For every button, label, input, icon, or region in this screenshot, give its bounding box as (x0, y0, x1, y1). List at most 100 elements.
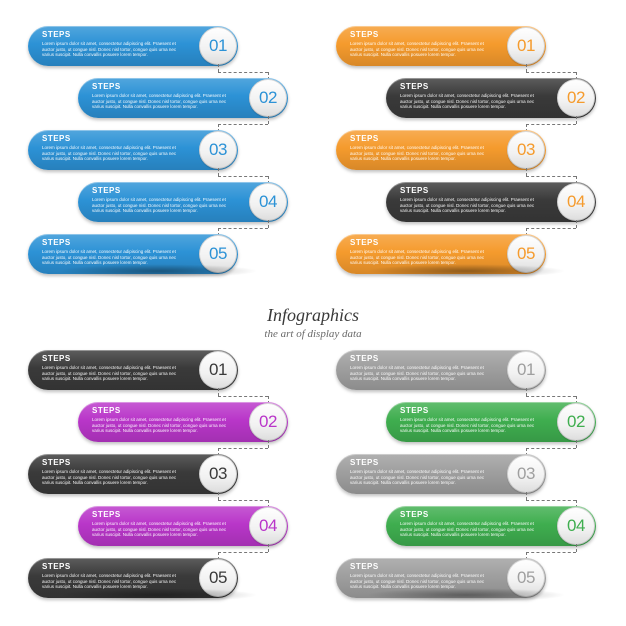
step-badge: 03 (507, 131, 545, 169)
step-lorem: Lorem ipsum dolor sit amet, consectetur … (400, 417, 546, 434)
connector (576, 440, 577, 448)
step-body: STEPSLorem ipsum dolor sit amet, consect… (28, 454, 198, 494)
connector (526, 168, 527, 176)
step-pill: STEPS Lorem ipsum dolor sit amet, consect… (386, 506, 596, 546)
badge-wrap: 05 (506, 558, 546, 598)
step-heading: STEPS (42, 31, 188, 39)
step-number: 04 (259, 516, 277, 536)
step-badge: 04 (249, 507, 287, 545)
step-lorem: Lorem ipsum dolor sit amet, consectetur … (42, 365, 188, 382)
step-heading: STEPS (42, 459, 188, 467)
step-pill: STEPS Lorem ipsum dolor sit amet, consect… (28, 26, 238, 66)
badge-wrap: 05 (198, 234, 238, 274)
badge-wrap: 01 (506, 350, 546, 390)
connector (218, 228, 268, 229)
connector (526, 492, 527, 500)
step-badge: 02 (249, 79, 287, 117)
step-pill: STEPS Lorem ipsum dolor sit amet, consect… (336, 454, 546, 494)
step-pill: STEPSLorem ipsum dolor sit amet, consect… (78, 78, 288, 118)
connector (526, 228, 576, 229)
connector (268, 116, 269, 124)
step-lorem: Lorem ipsum dolor sit amet, consectetur … (42, 573, 188, 590)
step-badge: 05 (199, 235, 237, 273)
badge-wrap: 04 (556, 182, 596, 222)
step-item: STEPSLorem ipsum dolor sit amet, consect… (78, 506, 288, 546)
step-pill: STEPSLorem ipsum dolor sit amet, consect… (78, 506, 288, 546)
step-item: STEPS Lorem ipsum dolor sit amet, consect… (386, 402, 596, 442)
step-item: STEPSLorem ipsum dolor sit amet, consect… (78, 402, 288, 442)
step-body: STEPSLorem ipsum dolor sit amet, consect… (386, 78, 556, 118)
step-item: STEPS Lorem ipsum dolor sit amet, consect… (28, 350, 238, 390)
step-badge: 01 (507, 27, 545, 65)
step-lorem: Lorem ipsum dolor sit amet, consectetur … (400, 521, 546, 538)
step-pill: STEPSLorem ipsum dolor sit amet, consect… (336, 130, 546, 170)
connector (526, 72, 576, 73)
step-heading: STEPS (42, 355, 188, 363)
step-pill: STEPSLorem ipsum dolor sit amet, consect… (386, 182, 596, 222)
step-body: STEPSLorem ipsum dolor sit amet, consect… (336, 350, 506, 390)
step-number: 02 (567, 412, 585, 432)
step-item: STEPSLorem ipsum dolor sit amet, consect… (28, 454, 238, 494)
step-number: 05 (209, 568, 227, 588)
step-pill: STEPSLorem ipsum dolor sit amet, consect… (28, 454, 238, 494)
badge-wrap: 04 (556, 506, 596, 546)
step-body: STEPSLorem ipsum dolor sit amet, consect… (78, 182, 248, 222)
badge-wrap: 02 (556, 402, 596, 442)
step-badge: 03 (507, 455, 545, 493)
step-heading: STEPS (400, 511, 546, 519)
step-item: STEPS Lorem ipsum dolor sit amet, consect… (336, 454, 546, 494)
step-lorem: Lorem ipsum dolor sit amet, consectetur … (42, 41, 188, 58)
step-lorem: Lorem ipsum dolor sit amet, consectetur … (42, 249, 188, 266)
step-item: STEPSLorem ipsum dolor sit amet, consect… (336, 130, 546, 170)
step-number: 05 (517, 244, 535, 264)
step-number: 01 (209, 36, 227, 56)
step-item: STEPSLorem ipsum dolor sit amet, consect… (78, 78, 288, 118)
badge-wrap: 03 (198, 130, 238, 170)
step-heading: STEPS (92, 83, 238, 91)
step-badge: 04 (557, 507, 595, 545)
step-heading: STEPS (42, 135, 188, 143)
step-badge: 05 (199, 559, 237, 597)
connector (218, 388, 219, 396)
step-badge: 02 (249, 403, 287, 441)
step-item: STEPSLorem ipsum dolor sit amet, consect… (336, 350, 546, 390)
step-badge: 01 (199, 27, 237, 65)
step-lorem: Lorem ipsum dolor sit amet, consectetur … (350, 469, 496, 486)
connector (218, 552, 268, 553)
step-item: STEPSLorem ipsum dolor sit amet, consect… (336, 26, 546, 66)
step-lorem: Lorem ipsum dolor sit amet, consectetur … (92, 521, 238, 538)
step-heading: STEPS (350, 459, 496, 467)
step-heading: STEPS (350, 135, 496, 143)
step-pill: STEPSLorem ipsum dolor sit amet, consect… (336, 234, 546, 274)
connector (526, 176, 576, 177)
step-heading: STEPS (400, 407, 546, 415)
connector (526, 552, 576, 553)
step-badge: 01 (199, 351, 237, 389)
step-item: STEPS Lorem ipsum dolor sit amet, consect… (386, 506, 596, 546)
connector (526, 448, 576, 449)
step-body: STEPSLorem ipsum dolor sit amet, consect… (336, 130, 506, 170)
badge-wrap: 02 (248, 78, 288, 118)
quadrant-br: STEPS Lorem ipsum dolor sit amet, consect… (336, 350, 606, 610)
connector (218, 176, 268, 177)
step-pill: STEPSLorem ipsum dolor sit amet, consect… (28, 130, 238, 170)
step-body: STEPSLorem ipsum dolor sit amet, consect… (336, 234, 506, 274)
connector (576, 220, 577, 228)
step-body: STEPS Lorem ipsum dolor sit amet, consect… (336, 454, 506, 494)
step-heading: STEPS (400, 83, 546, 91)
badge-wrap: 05 (506, 234, 546, 274)
step-body: STEPSLorem ipsum dolor sit amet, consect… (28, 558, 198, 598)
step-badge: 03 (199, 455, 237, 493)
step-badge: 01 (507, 351, 545, 389)
step-number: 01 (209, 360, 227, 380)
step-item: STEPSLorem ipsum dolor sit amet, consect… (28, 234, 238, 274)
badge-wrap: 02 (556, 78, 596, 118)
connector (526, 64, 527, 72)
step-number: 02 (259, 88, 277, 108)
step-body: STEPSLorem ipsum dolor sit amet, consect… (28, 130, 198, 170)
step-badge: 02 (557, 79, 595, 117)
step-heading: STEPS (92, 187, 238, 195)
badge-wrap: 04 (248, 182, 288, 222)
step-body: STEPSLorem ipsum dolor sit amet, consect… (78, 78, 248, 118)
step-number: 02 (259, 412, 277, 432)
